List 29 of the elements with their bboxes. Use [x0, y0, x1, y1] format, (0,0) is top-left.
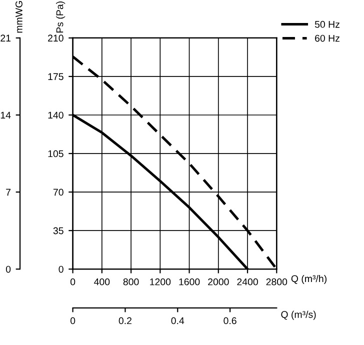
- y-tick-label: 70: [53, 188, 64, 196]
- y3-tick-label: 0: [6, 266, 11, 273]
- x-tick-label: 0: [70, 278, 76, 286]
- y-tick-label: 35: [53, 227, 64, 234]
- y3-axis-title: mmWG: [16, 1, 22, 33]
- x-axis-title: Q (m³/h): [291, 274, 326, 284]
- y3-tick-label: 14: [0, 112, 11, 119]
- x2-tick-label: 0.2: [118, 317, 132, 324]
- y3-tick-label: 7: [6, 188, 11, 196]
- x-tick-label: 2800: [266, 278, 288, 286]
- y-axis-title: Ps (Pa): [56, 2, 66, 33]
- x-tick-label: 2400: [237, 278, 258, 286]
- x2-axis-title: Q (m³/s): [281, 310, 316, 320]
- x-tick-label: 1600: [179, 278, 200, 286]
- x2-tick-label: 0: [70, 317, 76, 324]
- legend-label: 60 Hz: [315, 34, 340, 42]
- x-tick-label: 400: [94, 278, 110, 286]
- y-tick-label: 105: [48, 150, 64, 158]
- y-tick-label: 175: [48, 73, 64, 80]
- x-tick-label: 2000: [208, 278, 229, 286]
- x-tick-label: 1200: [150, 278, 171, 286]
- y-tick-label: 0: [58, 266, 64, 273]
- y-tick-label: 210: [48, 34, 64, 42]
- legend-label: 50 Hz: [314, 20, 340, 28]
- x2-tick-label: 0.6: [224, 317, 236, 324]
- y3-tick-label: 21: [0, 34, 11, 42]
- x-tick-label: 800: [123, 278, 139, 286]
- y-tick-label: 140: [48, 112, 64, 119]
- x2-tick-label: 0.4: [171, 317, 184, 324]
